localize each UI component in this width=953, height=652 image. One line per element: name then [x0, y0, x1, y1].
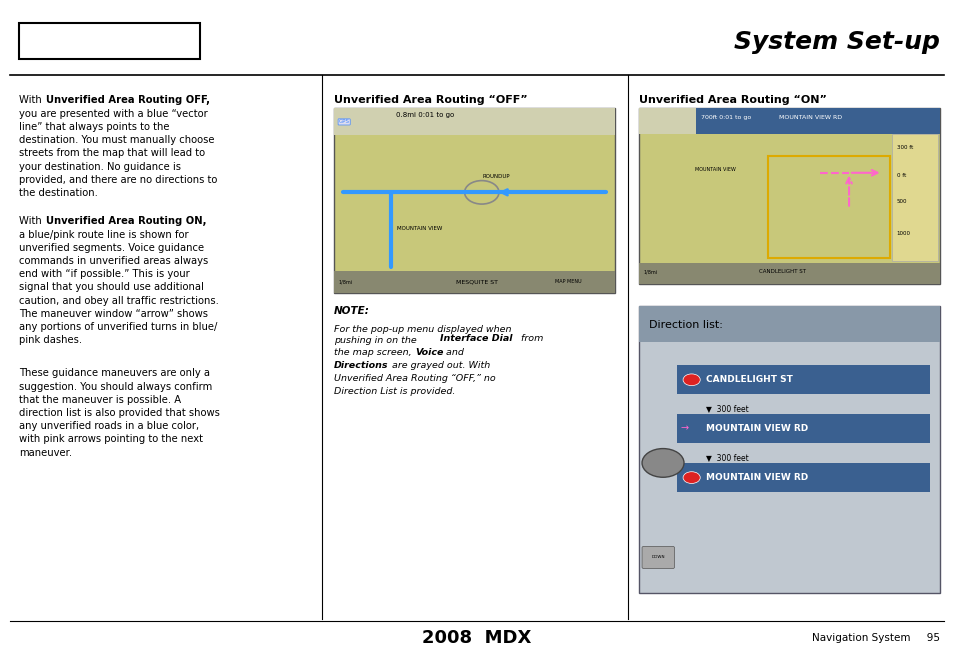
Text: you are presented with a blue “vector
line” that always points to the
destinatio: you are presented with a blue “vector li…	[19, 109, 217, 198]
FancyBboxPatch shape	[334, 108, 615, 293]
FancyBboxPatch shape	[639, 263, 939, 284]
Text: ▼  300 feet: ▼ 300 feet	[705, 453, 748, 462]
Text: Direction list:: Direction list:	[648, 319, 721, 330]
Text: Unverified Area Routing “ON”: Unverified Area Routing “ON”	[639, 95, 826, 104]
Text: MOUNTAIN VIEW: MOUNTAIN VIEW	[396, 226, 442, 231]
FancyBboxPatch shape	[891, 134, 937, 261]
Text: Direction List is provided.: Direction List is provided.	[334, 387, 455, 396]
Text: System Set-up: System Set-up	[733, 31, 939, 54]
FancyBboxPatch shape	[639, 306, 939, 593]
Text: NOTE:: NOTE:	[334, 306, 370, 316]
Text: MOUNTAIN VIEW RD: MOUNTAIN VIEW RD	[705, 473, 807, 482]
FancyBboxPatch shape	[639, 108, 696, 134]
Text: Unverified Area Routing ON,: Unverified Area Routing ON,	[46, 216, 206, 226]
Text: ▼  300 feet: ▼ 300 feet	[705, 404, 748, 413]
Text: Unverified Area Routing OFF,: Unverified Area Routing OFF,	[46, 95, 210, 104]
Text: 0 ft: 0 ft	[896, 173, 905, 178]
Text: With: With	[19, 216, 45, 226]
Text: With: With	[19, 95, 45, 104]
Text: 0.8mi 0:01 to go: 0.8mi 0:01 to go	[395, 112, 454, 119]
Text: 300 ft: 300 ft	[896, 145, 912, 151]
Text: MOUNTAIN VIEW RD: MOUNTAIN VIEW RD	[779, 115, 841, 120]
Text: 2008  MDX: 2008 MDX	[422, 629, 531, 647]
Text: the map screen,: the map screen,	[334, 348, 415, 357]
Text: MAP MENU: MAP MENU	[555, 279, 581, 284]
Text: 1000: 1000	[896, 231, 910, 237]
Circle shape	[682, 374, 700, 385]
Text: Voice: Voice	[415, 348, 443, 357]
Text: ROUNDUP: ROUNDUP	[482, 174, 509, 179]
FancyBboxPatch shape	[641, 546, 674, 569]
FancyBboxPatch shape	[19, 23, 200, 59]
Text: For the pop-up menu displayed when
pushing in on the: For the pop-up menu displayed when pushi…	[334, 325, 511, 346]
Text: 1/8mi: 1/8mi	[643, 269, 658, 274]
Text: 700ft 0:01 to go: 700ft 0:01 to go	[700, 115, 751, 120]
Text: Interface Dial: Interface Dial	[439, 334, 512, 344]
FancyBboxPatch shape	[677, 463, 929, 492]
Text: Unverified Area Routing “OFF”: Unverified Area Routing “OFF”	[334, 95, 527, 104]
FancyBboxPatch shape	[334, 271, 615, 293]
Text: GPS: GPS	[338, 119, 350, 125]
Text: and: and	[442, 348, 463, 357]
Text: CANDLELIGHT ST: CANDLELIGHT ST	[758, 269, 805, 274]
Text: from: from	[517, 334, 543, 344]
Text: Navigation System     95: Navigation System 95	[811, 632, 939, 643]
Text: 1/8mi: 1/8mi	[338, 279, 353, 284]
FancyBboxPatch shape	[639, 108, 939, 284]
FancyBboxPatch shape	[677, 414, 929, 443]
Text: CANDLELIGHT ST: CANDLELIGHT ST	[705, 376, 792, 384]
Text: 500: 500	[896, 199, 906, 204]
FancyBboxPatch shape	[696, 108, 939, 134]
Text: Unverified Area Routing “OFF,” no: Unverified Area Routing “OFF,” no	[334, 374, 496, 383]
Text: MOUNTAIN VIEW: MOUNTAIN VIEW	[695, 167, 735, 172]
FancyBboxPatch shape	[677, 365, 929, 394]
FancyBboxPatch shape	[334, 108, 615, 135]
Text: a blue/pink route line is shown for
unverified segments. Voice guidance
commands: a blue/pink route line is shown for unve…	[19, 230, 219, 345]
Text: These guidance maneuvers are only a
suggestion. You should always confirm
that t: These guidance maneuvers are only a sugg…	[19, 368, 220, 458]
Text: MESQUITE ST: MESQUITE ST	[456, 279, 497, 284]
Text: are grayed out. With: are grayed out. With	[389, 361, 490, 370]
Text: MOUNTAIN VIEW RD: MOUNTAIN VIEW RD	[705, 424, 807, 433]
Text: DOWN: DOWN	[651, 556, 664, 559]
FancyBboxPatch shape	[639, 306, 939, 342]
Circle shape	[682, 471, 700, 483]
Circle shape	[641, 449, 683, 477]
Text: Directions: Directions	[334, 361, 388, 370]
Text: →: →	[680, 424, 688, 434]
